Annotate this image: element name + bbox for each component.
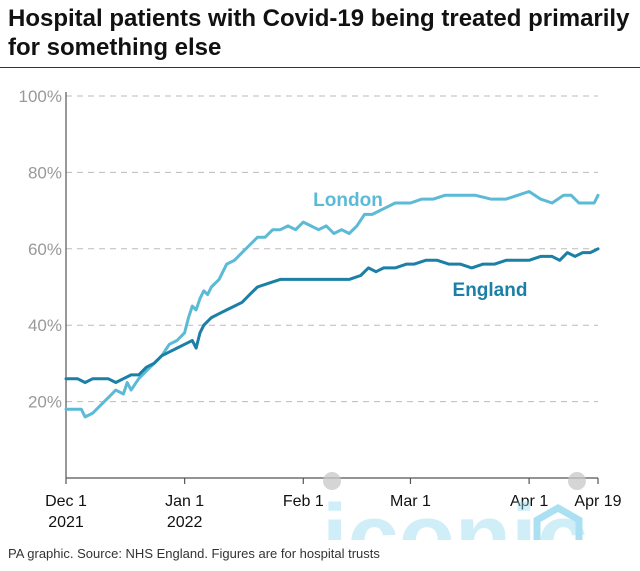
series-line-london (64, 190, 600, 419)
y-tick-label: 100% (19, 87, 62, 106)
x-tick-sublabel: 2021 (48, 514, 84, 531)
x-tick-label: Mar 1 (390, 493, 431, 510)
watermark-dot-right (568, 472, 586, 490)
x-tick-sublabel: 2022 (167, 514, 203, 531)
watermark-dot-left (323, 472, 341, 490)
watermark-logo-icon (533, 503, 583, 540)
x-tick-label: Feb 1 (283, 493, 324, 510)
source-note: PA graphic. Source: NHS England. Figures… (8, 546, 380, 561)
chart-title: Hospital patients with Covid-19 being tr… (8, 5, 630, 61)
series-line-england (64, 247, 600, 384)
series-label-england: England (453, 280, 528, 301)
gridlines (66, 95, 598, 403)
watermark-text: iconic (322, 486, 588, 540)
series-lines (64, 190, 600, 419)
y-tick-label: 40% (28, 316, 62, 335)
x-tick-label: Dec 1 (45, 493, 87, 510)
x-tick-label: Jan 1 (165, 493, 204, 510)
line-chart: 20% 40% 60% 80% 100% Dec 1 2021 Jan 1 2022 Feb 1… (19, 87, 622, 540)
series-labels: London England (313, 190, 527, 301)
y-tick-label: 60% (28, 240, 62, 259)
title-divider (0, 67, 640, 68)
y-tick-label: 20% (28, 393, 62, 412)
x-axis-labels: Dec 1 2021 Jan 1 2022 Feb 1 Mar 1 Apr 1 Apr 19 (45, 493, 622, 531)
series-label-london: London (313, 190, 383, 211)
y-axis-labels: 20% 40% 60% 80% 100% (19, 87, 62, 412)
x-tick-label: Apr 1 (510, 493, 548, 510)
y-tick-label: 80% (28, 163, 62, 182)
x-tick-label: Apr 19 (574, 493, 621, 510)
watermark: iconic (322, 472, 588, 540)
